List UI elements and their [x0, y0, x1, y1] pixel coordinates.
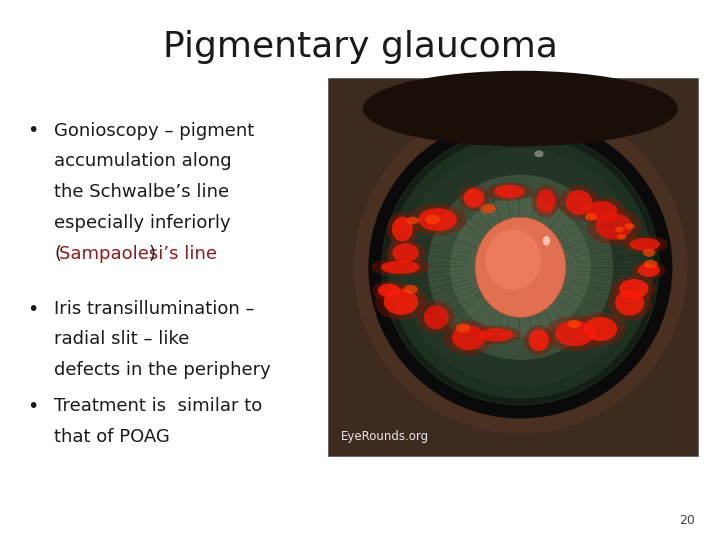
Ellipse shape [528, 329, 549, 351]
Ellipse shape [464, 188, 485, 207]
Ellipse shape [424, 305, 449, 329]
Ellipse shape [425, 215, 441, 224]
Text: Sampaolesi’s line: Sampaolesi’s line [59, 245, 217, 262]
Text: Iris transillumination –: Iris transillumination – [54, 300, 254, 318]
Ellipse shape [622, 235, 667, 253]
Ellipse shape [407, 217, 419, 225]
Ellipse shape [452, 326, 485, 350]
Ellipse shape [384, 289, 418, 315]
Ellipse shape [643, 249, 655, 256]
Ellipse shape [644, 260, 657, 268]
Ellipse shape [567, 320, 581, 328]
Ellipse shape [444, 320, 493, 355]
Ellipse shape [456, 323, 470, 333]
Text: radial slit – like: radial slit – like [54, 330, 189, 348]
Ellipse shape [555, 321, 594, 346]
Ellipse shape [618, 234, 626, 240]
Ellipse shape [584, 317, 617, 341]
Ellipse shape [625, 223, 635, 230]
Ellipse shape [371, 258, 430, 276]
Ellipse shape [587, 201, 617, 221]
Ellipse shape [632, 261, 665, 280]
Ellipse shape [369, 116, 672, 418]
Ellipse shape [408, 204, 467, 235]
Text: ): ) [148, 245, 156, 262]
Ellipse shape [400, 148, 641, 387]
Ellipse shape [595, 213, 632, 240]
Ellipse shape [378, 284, 400, 297]
Ellipse shape [375, 284, 427, 320]
Text: defects in the periphery: defects in the periphery [54, 361, 271, 379]
Ellipse shape [585, 213, 597, 220]
Ellipse shape [480, 328, 513, 341]
Ellipse shape [387, 212, 418, 246]
Ellipse shape [450, 197, 591, 337]
Ellipse shape [565, 190, 592, 215]
Text: that of POAG: that of POAG [54, 428, 170, 445]
Text: accumulation along: accumulation along [54, 152, 232, 170]
Text: (: ( [54, 245, 61, 262]
Ellipse shape [354, 101, 688, 434]
Ellipse shape [418, 301, 455, 334]
Text: the Schwalbe’s line: the Schwalbe’s line [54, 183, 229, 201]
FancyBboxPatch shape [328, 78, 698, 456]
Ellipse shape [381, 261, 420, 274]
Ellipse shape [615, 226, 624, 232]
Ellipse shape [531, 185, 560, 218]
Text: •: • [27, 397, 39, 416]
Text: •: • [27, 300, 39, 319]
Ellipse shape [536, 189, 556, 213]
Ellipse shape [459, 184, 490, 212]
Ellipse shape [475, 217, 566, 318]
Ellipse shape [403, 285, 418, 294]
Text: Gonioscopy – pigment: Gonioscopy – pigment [54, 122, 254, 139]
Ellipse shape [587, 208, 642, 245]
Ellipse shape [487, 182, 532, 201]
Ellipse shape [386, 239, 426, 266]
Ellipse shape [629, 238, 660, 251]
Ellipse shape [615, 290, 644, 315]
Ellipse shape [485, 230, 541, 290]
Ellipse shape [382, 130, 660, 405]
Ellipse shape [372, 281, 405, 300]
Ellipse shape [494, 185, 524, 198]
Ellipse shape [619, 279, 649, 299]
Ellipse shape [559, 185, 599, 220]
Ellipse shape [392, 243, 419, 262]
Ellipse shape [534, 151, 544, 157]
Ellipse shape [418, 208, 457, 231]
Ellipse shape [612, 275, 656, 302]
Ellipse shape [428, 175, 613, 360]
Text: Pigmentary glaucoma: Pigmentary glaucoma [163, 30, 557, 64]
Ellipse shape [608, 285, 652, 321]
Ellipse shape [543, 236, 550, 246]
Ellipse shape [545, 315, 604, 352]
Text: especially inferiorly: especially inferiorly [54, 214, 230, 232]
Text: EyeRounds.org: EyeRounds.org [341, 430, 428, 443]
Ellipse shape [392, 217, 413, 241]
Text: •: • [27, 122, 39, 140]
Ellipse shape [575, 312, 626, 346]
Ellipse shape [638, 264, 660, 277]
Ellipse shape [363, 71, 678, 146]
Ellipse shape [523, 325, 554, 355]
Ellipse shape [480, 204, 496, 213]
Text: 20: 20 [679, 514, 695, 526]
Ellipse shape [579, 197, 625, 225]
Text: Treatment is  similar to: Treatment is similar to [54, 397, 262, 415]
Ellipse shape [471, 326, 521, 344]
